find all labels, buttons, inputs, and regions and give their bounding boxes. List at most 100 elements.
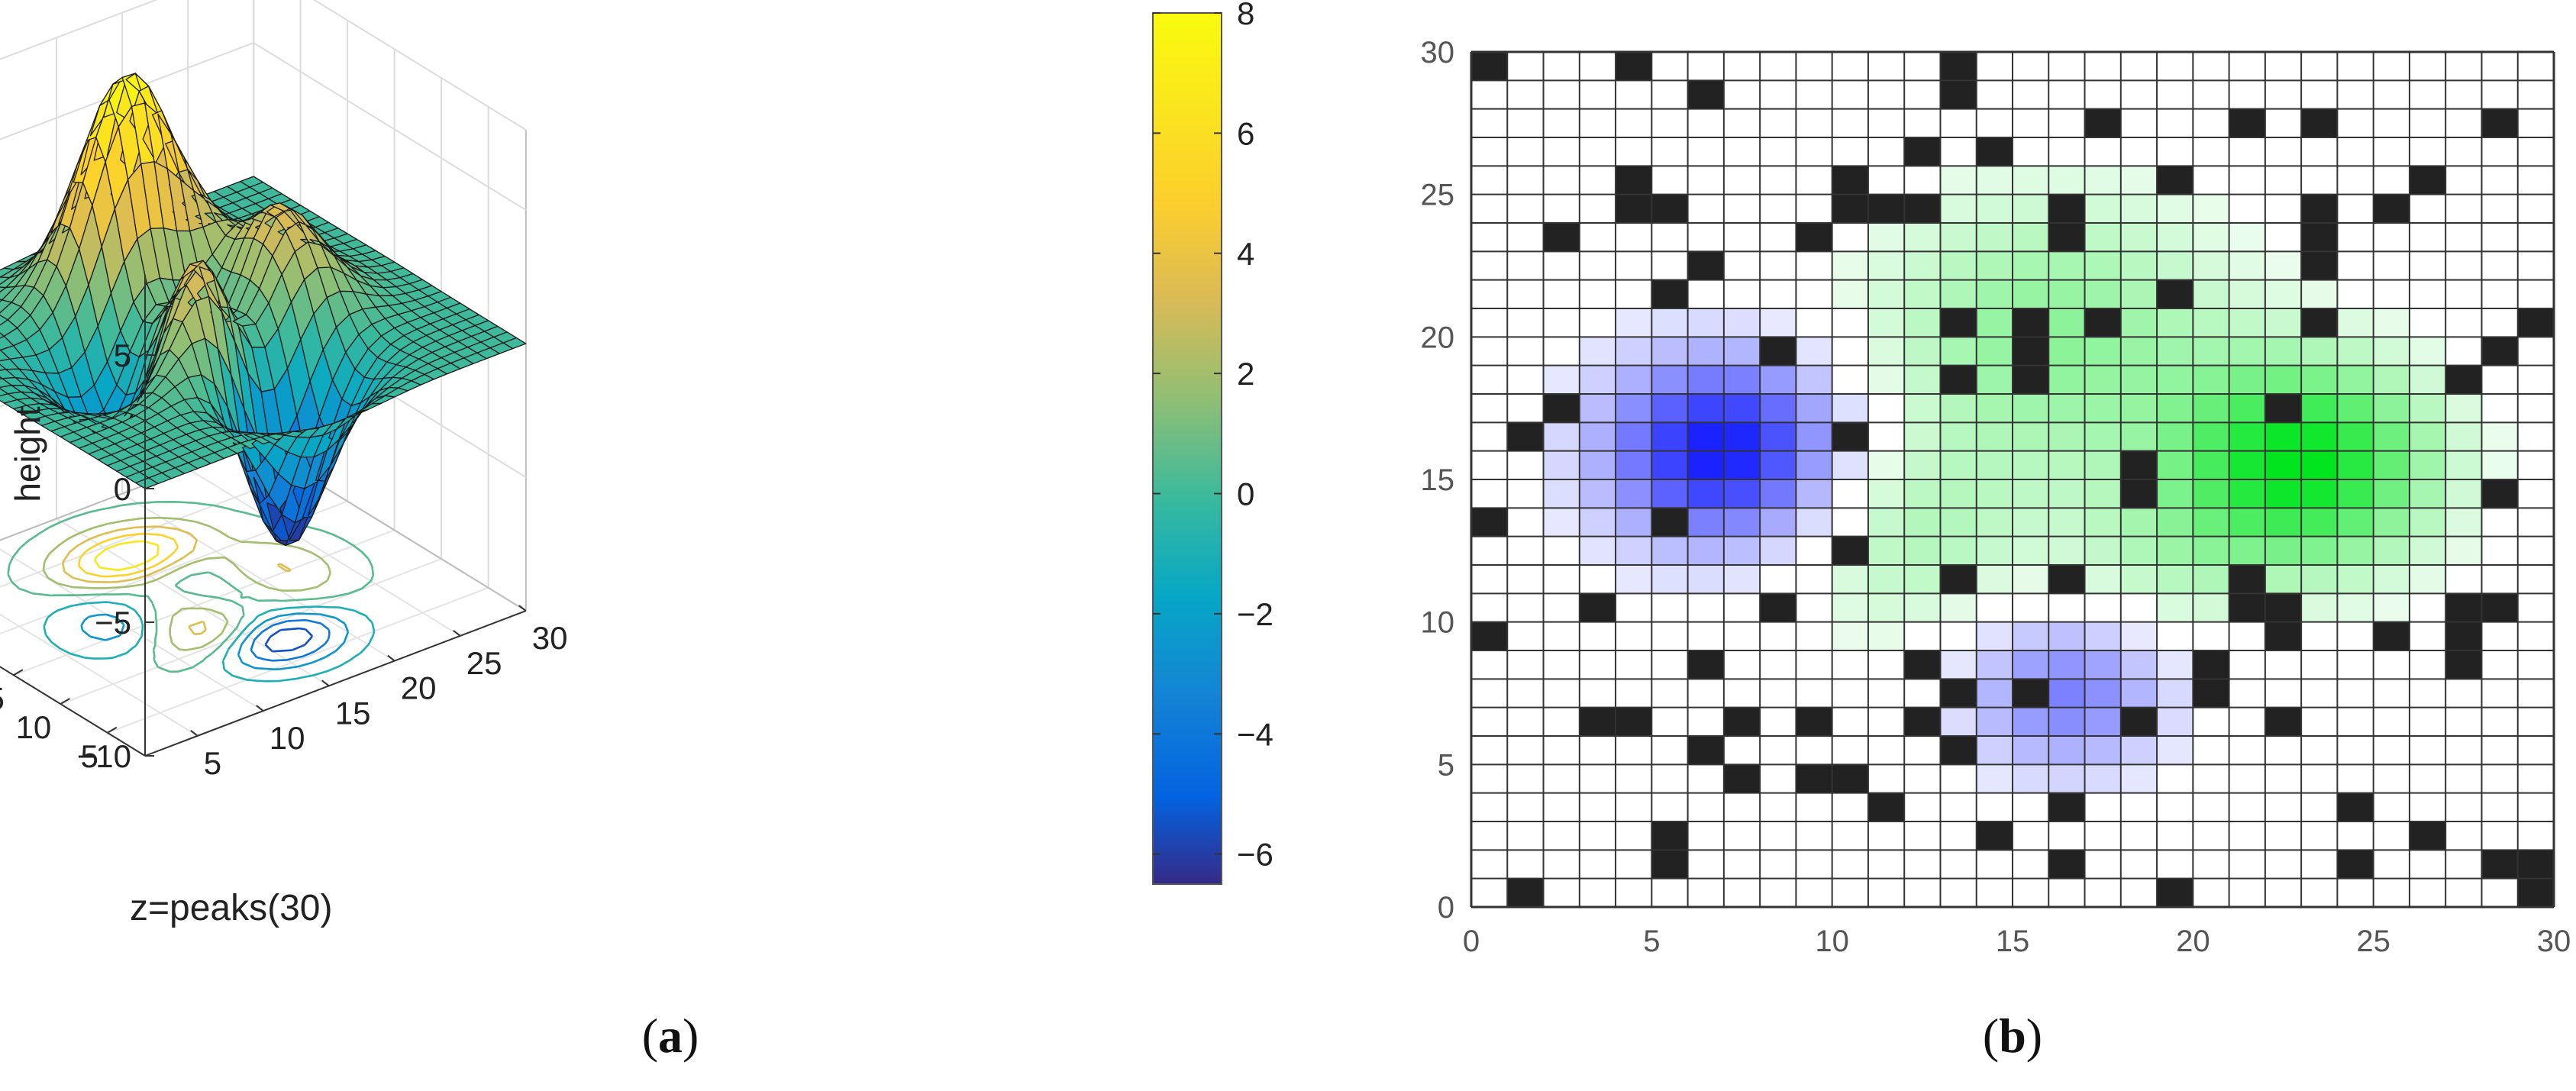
heatmap-cell <box>1940 565 1977 594</box>
heatmap-cell <box>2409 279 2446 308</box>
heatmap-cell <box>1687 422 1724 451</box>
heatmap-cell <box>1471 821 1508 851</box>
heatmap-cell <box>1904 536 1941 565</box>
heatmap-cell <box>1832 166 1868 195</box>
heatmap-cell <box>1867 394 1905 423</box>
heatmap-cell <box>2264 394 2302 423</box>
surface-patch <box>502 337 527 350</box>
heatmap-cell <box>1651 108 1688 137</box>
heatmap-cell <box>1651 194 1688 223</box>
heatmap-cell <box>1507 736 1544 765</box>
heatmap-cell <box>2445 679 2482 708</box>
heatmap-cell <box>1867 764 1905 793</box>
heatmap-cell <box>1904 337 1941 366</box>
heatmap-cell <box>2193 166 2229 195</box>
heatmap-cell <box>2229 621 2265 650</box>
heatmap-cell <box>1579 821 1616 851</box>
heatmap-cell <box>2048 337 2085 366</box>
heatmap-cell <box>2229 593 2265 622</box>
heatmap-cell <box>2157 792 2193 821</box>
heatmap-cell <box>1867 422 1905 451</box>
heatmap-cell <box>1904 565 1941 594</box>
heatmap-cell <box>2229 707 2265 736</box>
heatmap-cell <box>1651 223 1688 252</box>
heatmap-cell <box>2120 650 2158 679</box>
heatmap-cell <box>1904 422 1941 451</box>
heatmap-cell <box>2445 821 2482 851</box>
heatmap-cell <box>2264 792 2302 821</box>
heatmap-cell <box>1976 736 2013 765</box>
heatmap-cell <box>2157 878 2193 907</box>
heatmap-cell <box>1723 108 1761 137</box>
heatmap-cell <box>2264 679 2302 708</box>
heatmap-cell <box>2445 878 2482 907</box>
y-tick <box>13 669 24 676</box>
heatmap-cell <box>1976 565 2013 594</box>
heatmap-cell <box>2157 365 2193 394</box>
heatmap-cell <box>2481 422 2518 451</box>
heatmap-cell <box>2084 707 2121 736</box>
heatmap-cell <box>1760 450 1796 479</box>
heatmap-cell <box>1651 821 1688 851</box>
heatmap-cell <box>2409 223 2446 252</box>
gridline <box>0 42 254 140</box>
heatmap-cell <box>1616 52 1652 81</box>
heatmap-cell <box>2013 337 2049 366</box>
heatmap-cell <box>2229 365 2265 394</box>
heatmap-cell <box>1651 422 1688 451</box>
heatmap-cell <box>1867 650 1905 679</box>
x-tick-label: 25 <box>466 645 502 681</box>
heatmap-cell <box>1796 736 1832 765</box>
heatmap-cell <box>1832 108 1868 137</box>
heatmap-cell <box>2264 279 2302 308</box>
heatmap-cell <box>1579 479 1616 508</box>
heatmap-cell <box>2084 878 2121 907</box>
heatmap-cell <box>2229 108 2265 137</box>
heatmap-cell <box>1687 166 1724 195</box>
heatmap-cell <box>1723 736 1761 765</box>
heatmap-cell <box>1651 279 1688 308</box>
heatmap-cell <box>2481 593 2518 622</box>
heatmap-cell <box>2084 251 2121 280</box>
heatmap-cell <box>2084 792 2121 821</box>
heatmap-cell <box>2409 565 2446 594</box>
heatmap-cell <box>1651 707 1688 736</box>
heatmap-cell <box>1616 736 1652 765</box>
heatmap-cell <box>1832 821 1868 851</box>
heatmap-cell <box>2409 878 2446 907</box>
heatmap-cell <box>2013 52 2049 81</box>
heatmap-cell <box>1507 593 1544 622</box>
heatmap-cell <box>1507 565 1544 594</box>
heatmap-cell <box>1687 593 1724 622</box>
x-tick <box>190 730 199 737</box>
heatmap-cell <box>2193 80 2229 109</box>
heatmap-cell <box>1651 450 1688 479</box>
x-tick-label: 10 <box>1815 925 1849 958</box>
heatmap-cell <box>1867 80 1905 109</box>
heatmap-cell <box>2193 764 2229 793</box>
heatmap-cell <box>2481 679 2518 708</box>
heatmap-cell <box>1471 850 1508 879</box>
heatmap-cell <box>1471 450 1508 479</box>
heatmap-cell <box>1832 422 1868 451</box>
heatmap-cell <box>1867 52 1905 81</box>
x-tick <box>518 605 527 612</box>
heatmap-cell <box>1543 279 1580 308</box>
heatmap-cell <box>1687 137 1724 166</box>
heatmap-cell <box>2193 422 2229 451</box>
gridline <box>121 492 395 662</box>
heatmap-cell <box>2517 279 2554 308</box>
heatmap-cell <box>1976 223 2013 252</box>
heatmap-cell <box>2264 536 2302 565</box>
heatmap-cell <box>2048 223 2085 252</box>
heatmap-cell <box>2048 508 2085 537</box>
heatmap-cell <box>1904 878 1941 907</box>
heatmap-cell <box>1507 194 1544 223</box>
heatmap-cell <box>2264 422 2302 451</box>
heatmap-cell <box>1796 52 1832 81</box>
heatmap-cell <box>2301 650 2338 679</box>
heatmap-cell <box>2373 736 2410 765</box>
heatmap-cell <box>2157 337 2193 366</box>
heatmap-cell <box>2409 52 2446 81</box>
heatmap-cell <box>2193 736 2229 765</box>
